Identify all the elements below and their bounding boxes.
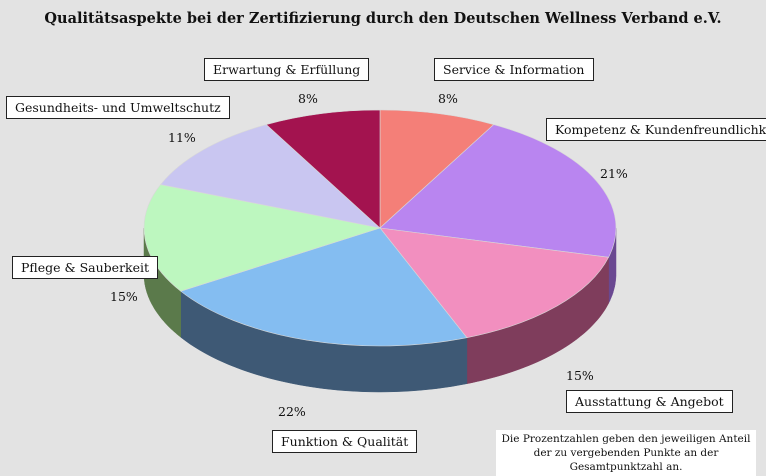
label-gesundheits-umweltschutz: Gesundheits- und Umweltschutz: [6, 96, 230, 119]
pct-funktion-qualitaet: 22%: [278, 404, 306, 419]
slice-kompetenz-kundenfreundlichkeit: [379, 124, 617, 258]
pct-erwartung-erfuellung: 8%: [298, 91, 318, 106]
slice-service-information: [379, 109, 495, 229]
pct-ausstattung-angebot: 15%: [566, 368, 594, 383]
pct-gesundheits-umweltschutz: 11%: [168, 130, 196, 145]
slice-gesundheits-und-umweltschutz: [160, 124, 381, 229]
slice-ausstattung-angebot: [379, 227, 610, 339]
label-service-information: Service & Information: [434, 58, 594, 81]
label-kompetenz-kundenfreundlichkeit: Kompetenz & Kundenfreundlichkeit: [546, 118, 766, 141]
footnote: Die Prozentzahlen geben den jeweiligen A…: [496, 430, 756, 476]
slice-funktion-qualit-t: [180, 227, 468, 347]
chart-title: Qualitätsaspekte bei der Zertifizierung …: [44, 10, 722, 27]
label-erwartung-erfuellung: Erwartung & Erfüllung: [204, 58, 370, 81]
label-pflege-sauberkeit: Pflege & Sauberkeit: [12, 256, 159, 279]
slice-erwartung-erf-llung: [265, 109, 381, 229]
label-funktion-qualitaet: Funktion & Qualität: [272, 430, 418, 453]
label-ausstattung-angebot: Ausstattung & Angebot: [566, 390, 733, 413]
pct-service-information: 8%: [438, 91, 458, 106]
pct-kompetenz-kundenfreundlichkeit: 21%: [600, 166, 628, 181]
slice-pflege-sauberkeit: [143, 184, 381, 292]
pct-pflege-sauberkeit: 15%: [110, 289, 138, 304]
